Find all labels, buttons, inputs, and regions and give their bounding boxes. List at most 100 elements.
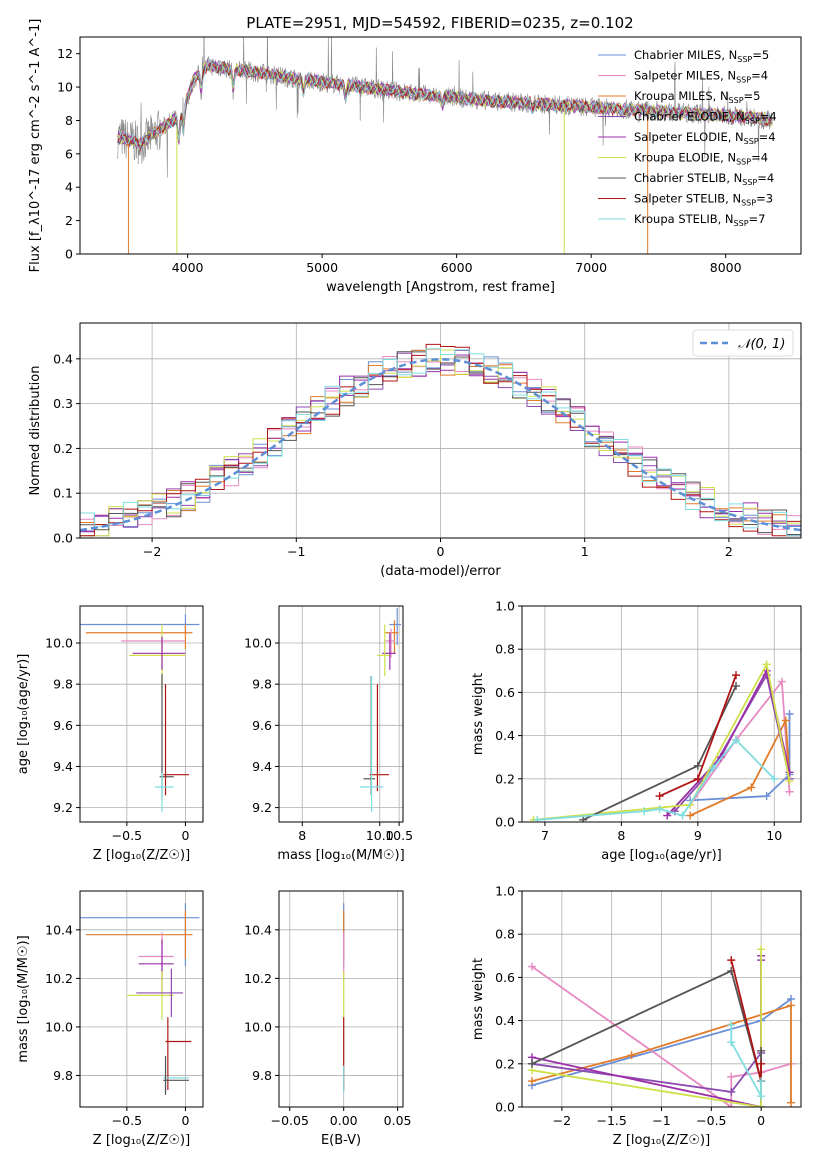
histogram-series [80,343,801,537]
y-tick-label: 0.4 [495,728,515,743]
model-spectrum-line [117,59,773,150]
x-tick-label: 10 [766,828,782,843]
data-point-marker [781,716,790,725]
x-tick-label: 0 [181,828,189,843]
model-spectrum-line [117,61,772,152]
data-point-marker [527,962,536,971]
x-tick-label: −2 [553,1113,571,1128]
axes-frame [278,605,404,823]
panel-residuals: −2 −1 0 1 2 0.0 0.1 0.2 0.3 0.4 (data-model)/error… [28,322,802,579]
y-axis-label: Normed distribution [28,366,43,496]
y-tick-label: 10 [57,80,73,95]
data-point-marker [785,787,794,796]
y-axis-label: Flux [f_λ10^-17 erg cm^-2 s^-1 A^-1] [28,19,43,273]
x-tick-label: 0 [181,1113,189,1128]
plot-area-mass_vs_Z [80,903,200,1095]
legend-entry: Chabrier STELIB, NSSP=4 [634,171,774,187]
data-point-marker [727,1072,736,1081]
x-tick-label: 8 [298,828,306,843]
plot-area-age_vs_Z [80,614,200,812]
x-axis-label: wavelength [Angstrom, rest frame] [326,280,555,295]
y-tick-label: 10.0 [45,636,73,651]
y-tick-label: 9.2 [252,800,272,815]
spectrum-legend: Chabrier MILES, NSSP=5 Salpeter MILES, NS… [598,48,777,228]
data-point-marker [757,1077,766,1086]
axes-frame [79,36,802,255]
data-point-marker [627,1051,636,1060]
x-tick-label: −0.5 [112,1113,142,1128]
x-tick-label: −1.5 [596,1113,626,1128]
y-axis-label: age [log₁₀(age/yr)] [16,654,31,775]
y-axis-label: mass weight [471,673,486,755]
data-point-marker [785,710,794,718]
data-point-marker [686,811,695,820]
data-point-marker [777,677,786,686]
legend-entry: 𝒩(0, 1) [738,337,785,352]
data-point-marker [785,776,794,785]
y-tick-label: 10.2 [45,971,73,986]
data-point-marker [732,671,741,680]
data-point-marker [663,811,672,820]
data-point-marker [757,1103,766,1107]
panel-mass_vs_ebv: −0.05 0.00 0.05 9.8 10.0 10.2 10.4 E(B-V) [244,890,412,1148]
y-tick-label: 9.6 [53,718,73,733]
x-tick-label: 4000 [172,260,204,275]
y-tick-label: 10.2 [244,971,272,986]
x-axis-label: mass [log₁₀(M/M☉)] [277,848,404,863]
y-tick-label: 0.6 [495,685,515,700]
x-tick-label: 8 [617,828,625,843]
model-spectrum-line [117,58,773,151]
data-point-marker [732,681,741,690]
data-point-marker [527,1077,536,1086]
y-tick-label: 1.0 [495,599,515,614]
x-tick-label: −1 [287,544,305,559]
data-point-marker [770,774,779,783]
mass-weight-line [533,661,791,821]
x-axis-label: E(B-V) [321,1133,361,1148]
y-axis-label: mass [log₁₀(M/M☉)] [16,935,31,1062]
y-tick-label: 0 [65,247,73,262]
data-point-marker [727,1087,736,1096]
data-point-marker [655,805,664,814]
y-tick-label: 0.0 [495,1100,515,1115]
x-tick-label: 10.5 [385,828,413,843]
legend-entry: Kroupa MILES, NSSP=5 [634,89,760,105]
x-tick-label: 10.0 [366,828,394,843]
y-tick-label: 10.4 [45,922,73,937]
y-tick-label: 9.2 [53,800,73,815]
y-tick-label: 0.8 [495,927,515,942]
data-point-marker [757,1092,766,1101]
data-point-marker [727,1103,736,1107]
x-tick-label: −0.05 [271,1113,309,1128]
data-point-marker [709,764,718,772]
legend-entry: Chabrier ELODIE, NSSP=4 [634,110,777,126]
plot-area-mass_weight_vs_age [529,660,794,822]
y-tick-label: 0.0 [53,531,73,546]
x-tick-label: 1 [581,544,589,559]
x-tick-label: −0.5 [112,828,142,843]
y-tick-label: 8 [65,113,73,128]
x-tick-label: 0 [757,1113,765,1128]
data-point-marker [533,815,542,822]
legend-entry: Salpeter MILES, NSSP=4 [634,69,768,85]
x-tick-label: 0 [437,544,445,559]
data-point-marker [655,792,664,801]
legend-entry: Salpeter ELODIE, NSSP=4 [634,130,776,146]
axes-frame [79,605,204,823]
x-tick-label: 6000 [441,260,473,275]
x-tick-label: 7 [541,828,549,843]
axes-frame [521,605,802,823]
y-tick-label: 9.8 [53,677,73,692]
y-tick-label: 0.4 [53,351,73,366]
mass-weight-line [531,949,762,1107]
x-tick-label: −0.5 [696,1113,726,1128]
legend-entry: Salpeter STELIB, NSSP=3 [634,192,773,208]
histogram-series [80,354,801,537]
y-tick-label: 6 [65,146,73,161]
panel-mass_weight_vs_Z: −2 −1.5 −1 −0.5 0 0.0 0.2 0.4 0.6 0.8 1.0 Z [log₁₀(… [471,884,802,1148]
legend-entry: Kroupa STELIB, NSSP=7 [634,212,765,228]
y-tick-label: 0.2 [53,441,73,456]
axes-frame [79,890,204,1108]
x-axis-label: Z [log₁₀(Z/Z☉)] [613,1133,710,1148]
